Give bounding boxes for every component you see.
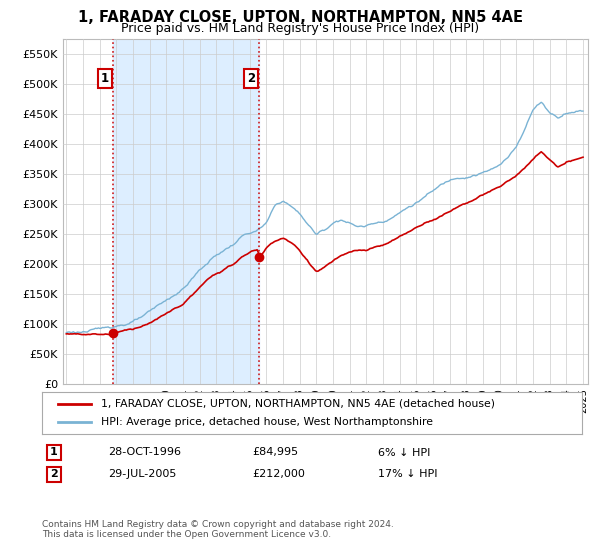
Text: £84,995: £84,995 [252,447,298,458]
Text: 1: 1 [50,447,58,458]
Text: Contains HM Land Registry data © Crown copyright and database right 2024.
This d: Contains HM Land Registry data © Crown c… [42,520,394,539]
Text: 29-JUL-2005: 29-JUL-2005 [108,469,176,479]
Text: Price paid vs. HM Land Registry's House Price Index (HPI): Price paid vs. HM Land Registry's House … [121,22,479,35]
Text: 28-OCT-1996: 28-OCT-1996 [108,447,181,458]
Text: 1: 1 [101,72,109,85]
Text: 17% ↓ HPI: 17% ↓ HPI [378,469,437,479]
Text: £212,000: £212,000 [252,469,305,479]
Text: 2: 2 [50,469,58,479]
Text: 1, FARADAY CLOSE, UPTON, NORTHAMPTON, NN5 4AE (detached house): 1, FARADAY CLOSE, UPTON, NORTHAMPTON, NN… [101,399,496,409]
Text: 1, FARADAY CLOSE, UPTON, NORTHAMPTON, NN5 4AE: 1, FARADAY CLOSE, UPTON, NORTHAMPTON, NN… [77,10,523,25]
Bar [113,39,259,384]
Text: 6% ↓ HPI: 6% ↓ HPI [378,447,430,458]
Text: HPI: Average price, detached house, West Northamptonshire: HPI: Average price, detached house, West… [101,417,433,427]
Text: 2: 2 [247,72,255,85]
